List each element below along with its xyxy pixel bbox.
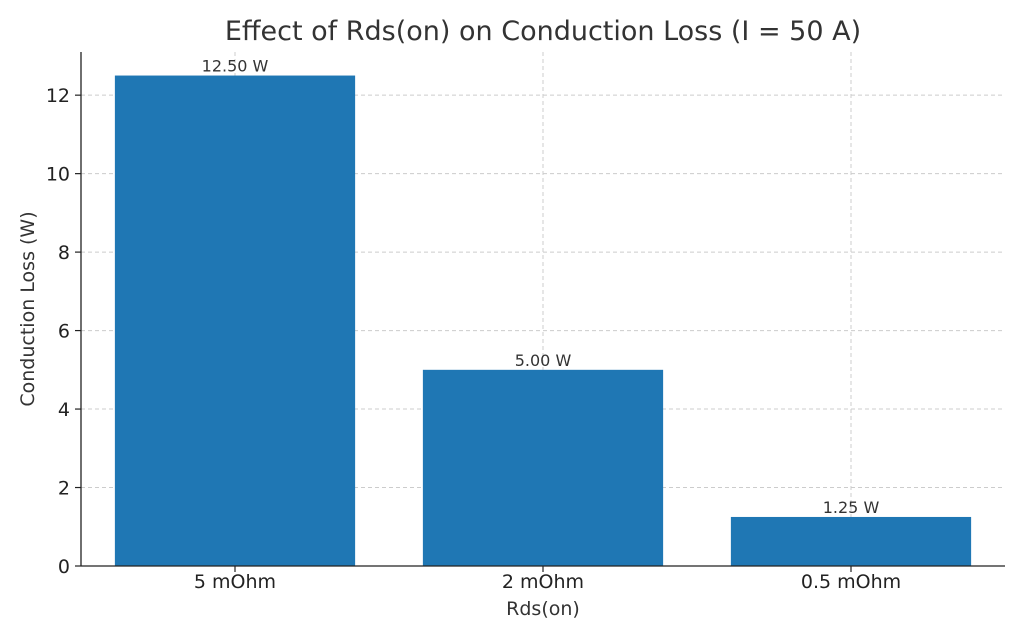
y-axis-title: Conduction Loss (W) bbox=[17, 211, 39, 406]
bar bbox=[730, 516, 972, 566]
data-labels: 12.50 W 5.00 W 1.25 W bbox=[202, 57, 880, 517]
y-tick-label: 2 bbox=[58, 478, 70, 500]
y-tick-label: 12 bbox=[46, 85, 70, 107]
bar bbox=[114, 75, 356, 566]
x-tick-label: 5 mOhm bbox=[194, 571, 276, 593]
x-tick-label: 0.5 mOhm bbox=[801, 571, 901, 593]
y-tick-label: 10 bbox=[46, 164, 70, 186]
y-tick-label: 6 bbox=[58, 321, 70, 343]
y-tick-label: 4 bbox=[58, 399, 70, 421]
x-tick-label: 2 mOhm bbox=[502, 571, 584, 593]
chart-title: Effect of Rds(on) on Conduction Loss (I … bbox=[225, 16, 861, 47]
bar-value-label: 5.00 W bbox=[515, 351, 572, 370]
bar bbox=[422, 369, 664, 566]
bar-value-label: 12.50 W bbox=[202, 57, 269, 76]
bars bbox=[114, 75, 972, 566]
y-tick-label: 0 bbox=[58, 556, 70, 578]
bar-value-label: 1.25 W bbox=[823, 498, 880, 517]
y-tick-label: 8 bbox=[58, 242, 70, 264]
x-axis-title: Rds(on) bbox=[506, 598, 580, 620]
ticks: 0 2 4 6 8 10 12 5 mOhm 2 mOhm 0.5 mOhm bbox=[46, 85, 901, 593]
